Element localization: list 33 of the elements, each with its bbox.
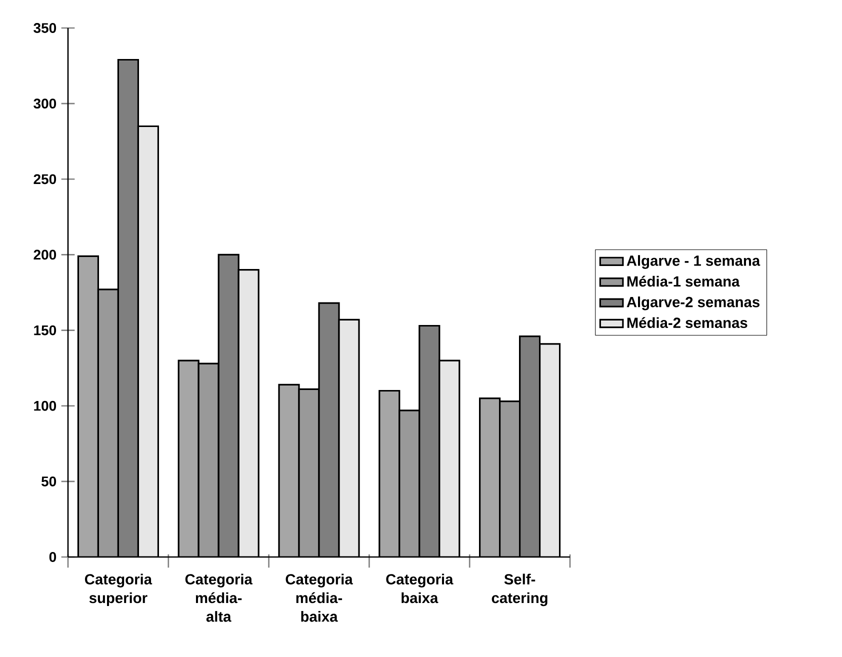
y-tick-label: 350 xyxy=(34,23,56,33)
y-tick-label: 100 xyxy=(34,400,56,411)
bar xyxy=(198,362,220,557)
bar xyxy=(178,360,200,557)
bar xyxy=(378,390,400,557)
y-tick-label: 50 xyxy=(41,476,56,486)
bar xyxy=(519,336,541,557)
bar xyxy=(539,343,561,557)
bar xyxy=(77,255,99,557)
bar xyxy=(479,398,501,557)
y-tick-label: 150 xyxy=(34,325,56,336)
x-tick-label: Self-catering xyxy=(492,574,548,606)
bar xyxy=(499,400,521,557)
x-tick-label: Categoria baixa xyxy=(386,574,454,604)
y-tick-label: 250 xyxy=(34,174,56,184)
bar xyxy=(137,125,159,557)
legend-label: Média-1 semana xyxy=(627,276,740,287)
x-tick-label: Categoria média-baixa xyxy=(286,574,353,622)
y-tick-label: 300 xyxy=(34,98,56,109)
legend-label: Algarve-2 semanas xyxy=(626,296,760,310)
x-tick-label: Categoria superior xyxy=(84,574,152,606)
bar xyxy=(418,324,440,557)
bar xyxy=(438,360,460,557)
bar xyxy=(97,288,120,557)
bar xyxy=(218,254,240,557)
legend-label: Média-2 semanas xyxy=(627,317,748,328)
legend-label: Algarve - 1 semana xyxy=(626,255,760,269)
bar xyxy=(398,410,420,557)
bar xyxy=(117,58,139,557)
y-tick-label: 0 xyxy=(49,552,56,562)
x-tick-label: Categoria média-alta xyxy=(185,574,253,622)
y-tick-label: 200 xyxy=(34,250,56,260)
bar xyxy=(238,269,260,557)
